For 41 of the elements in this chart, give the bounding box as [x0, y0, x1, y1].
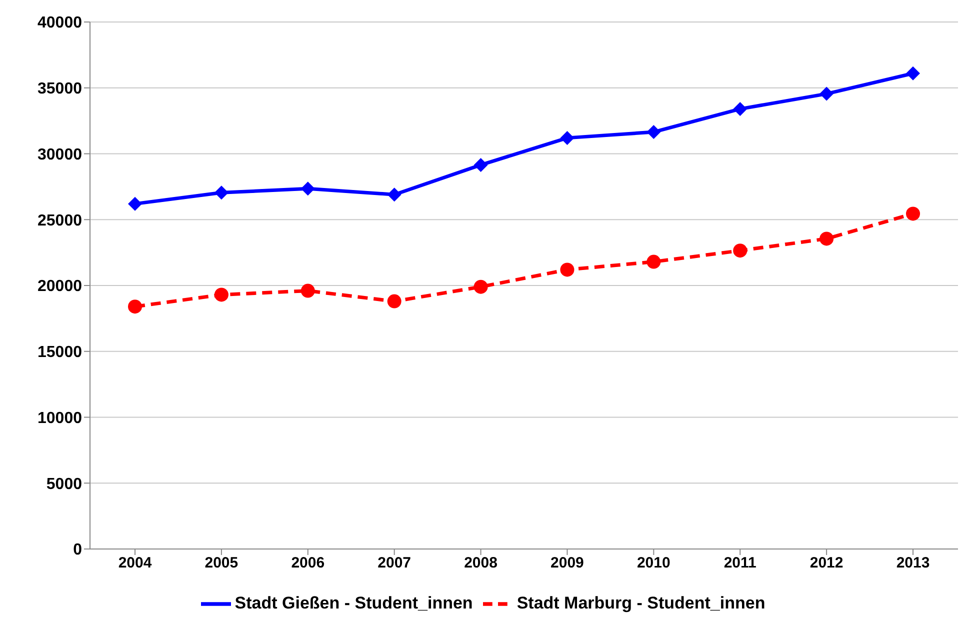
- point: [214, 288, 228, 302]
- y-tick-label: 20000: [38, 278, 82, 296]
- y-tick-label: 0: [73, 542, 82, 559]
- point: [820, 232, 834, 246]
- y-tick-label: 15000: [38, 344, 82, 362]
- point: [646, 125, 661, 140]
- x-tick-label: 2005: [204, 554, 238, 572]
- point: [906, 206, 920, 221]
- point: [560, 130, 574, 145]
- y-tick-label: 10000: [38, 410, 82, 427]
- point: [128, 196, 142, 211]
- x-tick-label: 2006: [291, 554, 325, 572]
- legend-label: Stadt Marburg - Student_innen: [516, 593, 766, 612]
- y-tick-label: 5000: [46, 476, 82, 493]
- x-tick-label: 2007: [378, 554, 412, 572]
- point: [646, 254, 661, 269]
- x-tick-label: 2012: [810, 554, 844, 572]
- point: [300, 284, 315, 298]
- point: [387, 294, 402, 308]
- point: [906, 66, 920, 80]
- x-tick-label: 2009: [550, 554, 584, 572]
- point: [820, 86, 834, 101]
- x-tick-label: 2013: [896, 554, 930, 572]
- point: [128, 300, 142, 314]
- legend-label: Stadt Gießen - Student_innen: [234, 593, 473, 612]
- point: [474, 280, 488, 294]
- point: [214, 186, 228, 200]
- point: [387, 188, 402, 202]
- x-tick-label: 2004: [118, 554, 152, 572]
- y-tick-label: 35000: [38, 80, 82, 98]
- point: [560, 262, 574, 277]
- y-tick-label: 25000: [38, 212, 82, 230]
- x-tick-label: 2010: [636, 554, 670, 572]
- point: [474, 158, 488, 172]
- x-tick-label: 2011: [724, 554, 756, 572]
- point: [733, 102, 748, 116]
- x-tick-label: 2008: [464, 554, 498, 572]
- point: [300, 182, 315, 196]
- y-tick-label: 40000: [38, 14, 82, 32]
- point: [733, 244, 748, 258]
- y-tick-label: 30000: [38, 146, 82, 164]
